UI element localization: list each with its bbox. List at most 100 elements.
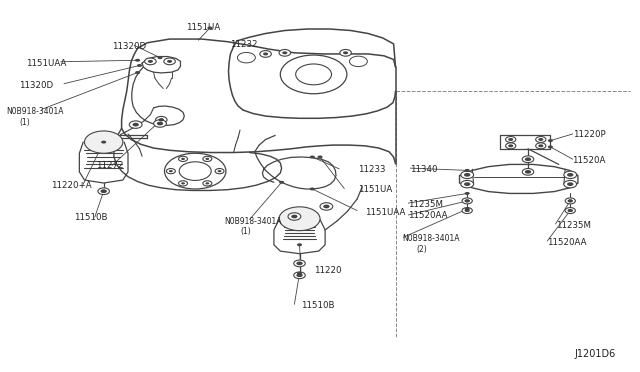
Text: 11520AA: 11520AA bbox=[408, 211, 448, 220]
Text: 11520AA: 11520AA bbox=[547, 238, 587, 247]
Circle shape bbox=[564, 180, 577, 188]
Circle shape bbox=[297, 272, 302, 275]
Circle shape bbox=[164, 58, 175, 65]
Text: J1201D6: J1201D6 bbox=[575, 349, 616, 359]
Circle shape bbox=[207, 26, 212, 29]
Text: 11235M: 11235M bbox=[408, 200, 444, 209]
Circle shape bbox=[506, 143, 516, 149]
Circle shape bbox=[343, 51, 348, 54]
Circle shape bbox=[525, 170, 531, 174]
Circle shape bbox=[461, 180, 474, 188]
Circle shape bbox=[154, 120, 166, 127]
Circle shape bbox=[159, 118, 164, 121]
Circle shape bbox=[568, 199, 573, 202]
Text: 11233: 11233 bbox=[358, 165, 386, 174]
Text: N0B918-3401A: N0B918-3401A bbox=[402, 234, 460, 243]
Circle shape bbox=[205, 158, 209, 160]
Circle shape bbox=[282, 51, 287, 54]
Text: 11220P: 11220P bbox=[573, 130, 605, 139]
Circle shape bbox=[536, 137, 546, 142]
Circle shape bbox=[567, 173, 573, 177]
Circle shape bbox=[263, 52, 268, 55]
Circle shape bbox=[203, 156, 212, 161]
Text: N0B918-3401A: N0B918-3401A bbox=[224, 217, 282, 226]
Circle shape bbox=[522, 156, 534, 163]
Circle shape bbox=[310, 187, 315, 190]
Circle shape bbox=[461, 171, 474, 179]
Circle shape bbox=[548, 139, 553, 142]
Circle shape bbox=[296, 262, 303, 265]
Text: 11510B: 11510B bbox=[301, 301, 334, 310]
Text: 11340: 11340 bbox=[410, 165, 437, 174]
Circle shape bbox=[179, 181, 188, 186]
Circle shape bbox=[465, 192, 470, 195]
Circle shape bbox=[167, 60, 172, 63]
Text: 11232: 11232 bbox=[230, 40, 258, 49]
Circle shape bbox=[565, 198, 575, 204]
Circle shape bbox=[465, 199, 470, 202]
Circle shape bbox=[525, 157, 531, 161]
Circle shape bbox=[465, 169, 470, 172]
Circle shape bbox=[279, 207, 320, 231]
Circle shape bbox=[169, 170, 173, 172]
Circle shape bbox=[260, 51, 271, 57]
Circle shape bbox=[129, 121, 142, 128]
Circle shape bbox=[157, 56, 163, 59]
Circle shape bbox=[135, 59, 140, 62]
Circle shape bbox=[462, 208, 472, 214]
Circle shape bbox=[508, 138, 513, 141]
Circle shape bbox=[465, 199, 470, 202]
Circle shape bbox=[135, 71, 140, 74]
Circle shape bbox=[279, 181, 284, 184]
Circle shape bbox=[464, 182, 470, 186]
Circle shape bbox=[297, 243, 302, 246]
Circle shape bbox=[294, 260, 305, 267]
Circle shape bbox=[548, 145, 553, 148]
Text: 11510B: 11510B bbox=[74, 213, 107, 222]
Circle shape bbox=[101, 190, 106, 193]
Circle shape bbox=[506, 137, 516, 142]
Circle shape bbox=[465, 208, 470, 211]
Circle shape bbox=[538, 138, 543, 141]
Text: 11235M: 11235M bbox=[556, 221, 591, 230]
Circle shape bbox=[508, 144, 513, 147]
Circle shape bbox=[294, 272, 305, 279]
Circle shape bbox=[568, 209, 573, 212]
Circle shape bbox=[166, 169, 175, 174]
Circle shape bbox=[132, 123, 139, 126]
Circle shape bbox=[536, 143, 546, 149]
Circle shape bbox=[279, 49, 291, 56]
Circle shape bbox=[464, 173, 470, 177]
Circle shape bbox=[145, 58, 156, 65]
Circle shape bbox=[462, 198, 472, 204]
Circle shape bbox=[538, 144, 543, 147]
Circle shape bbox=[310, 155, 315, 158]
Circle shape bbox=[218, 170, 221, 172]
Text: (1): (1) bbox=[19, 118, 30, 126]
Circle shape bbox=[323, 205, 330, 208]
Circle shape bbox=[291, 215, 298, 218]
Circle shape bbox=[568, 209, 573, 212]
Circle shape bbox=[84, 131, 123, 153]
Circle shape bbox=[320, 203, 333, 210]
Circle shape bbox=[159, 118, 164, 121]
Circle shape bbox=[157, 122, 163, 125]
Circle shape bbox=[100, 189, 107, 193]
Circle shape bbox=[340, 49, 351, 56]
Circle shape bbox=[567, 182, 573, 186]
Text: (2): (2) bbox=[416, 245, 427, 254]
Circle shape bbox=[317, 155, 323, 158]
Text: (1): (1) bbox=[240, 227, 251, 236]
Text: 1151UAA: 1151UAA bbox=[365, 208, 405, 217]
Text: 1151UA: 1151UA bbox=[358, 185, 393, 194]
Circle shape bbox=[181, 182, 185, 185]
Text: 11320D: 11320D bbox=[112, 42, 146, 51]
Circle shape bbox=[148, 60, 153, 63]
Circle shape bbox=[181, 158, 185, 160]
Circle shape bbox=[215, 169, 224, 174]
Circle shape bbox=[296, 273, 303, 277]
Text: 1151UAA: 1151UAA bbox=[26, 59, 66, 68]
Circle shape bbox=[465, 209, 470, 212]
Text: 11272: 11272 bbox=[96, 161, 124, 170]
Circle shape bbox=[203, 181, 212, 186]
